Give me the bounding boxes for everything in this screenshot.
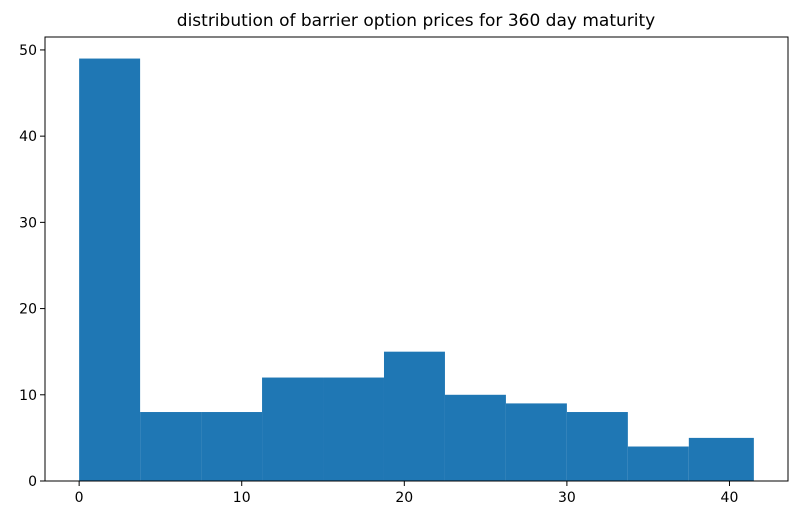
histogram-bar [627,446,689,481]
x-tick-label: 40 [721,490,739,506]
y-axis: 0 10 20 30 40 50 [19,43,45,490]
x-tick-label: 0 [75,490,84,506]
histogram-bar [140,412,202,481]
x-axis: 0 10 20 30 40 [75,481,739,506]
x-tick-label: 10 [233,490,251,506]
histogram-bar [79,58,141,481]
histogram-bar [444,394,506,481]
histogram-bar [201,412,263,481]
histogram-bar [566,412,628,481]
bars-group [79,58,754,481]
y-tick-label: 40 [19,129,37,145]
y-tick-label: 50 [19,43,37,59]
y-tick-label: 10 [19,388,37,404]
x-tick-label: 30 [558,490,576,506]
x-tick-label: 20 [395,490,413,506]
histogram-bar [323,377,384,481]
y-tick-label: 30 [19,215,37,231]
y-tick-label: 0 [28,474,37,490]
plot-frame [44,36,789,482]
histogram-bar [688,437,754,481]
histogram-bar [383,351,445,481]
histogram-bar [262,377,324,481]
histogram-bar [505,403,567,481]
y-tick-label: 20 [19,302,37,318]
chart-title: distribution of barrier option prices fo… [177,11,655,31]
